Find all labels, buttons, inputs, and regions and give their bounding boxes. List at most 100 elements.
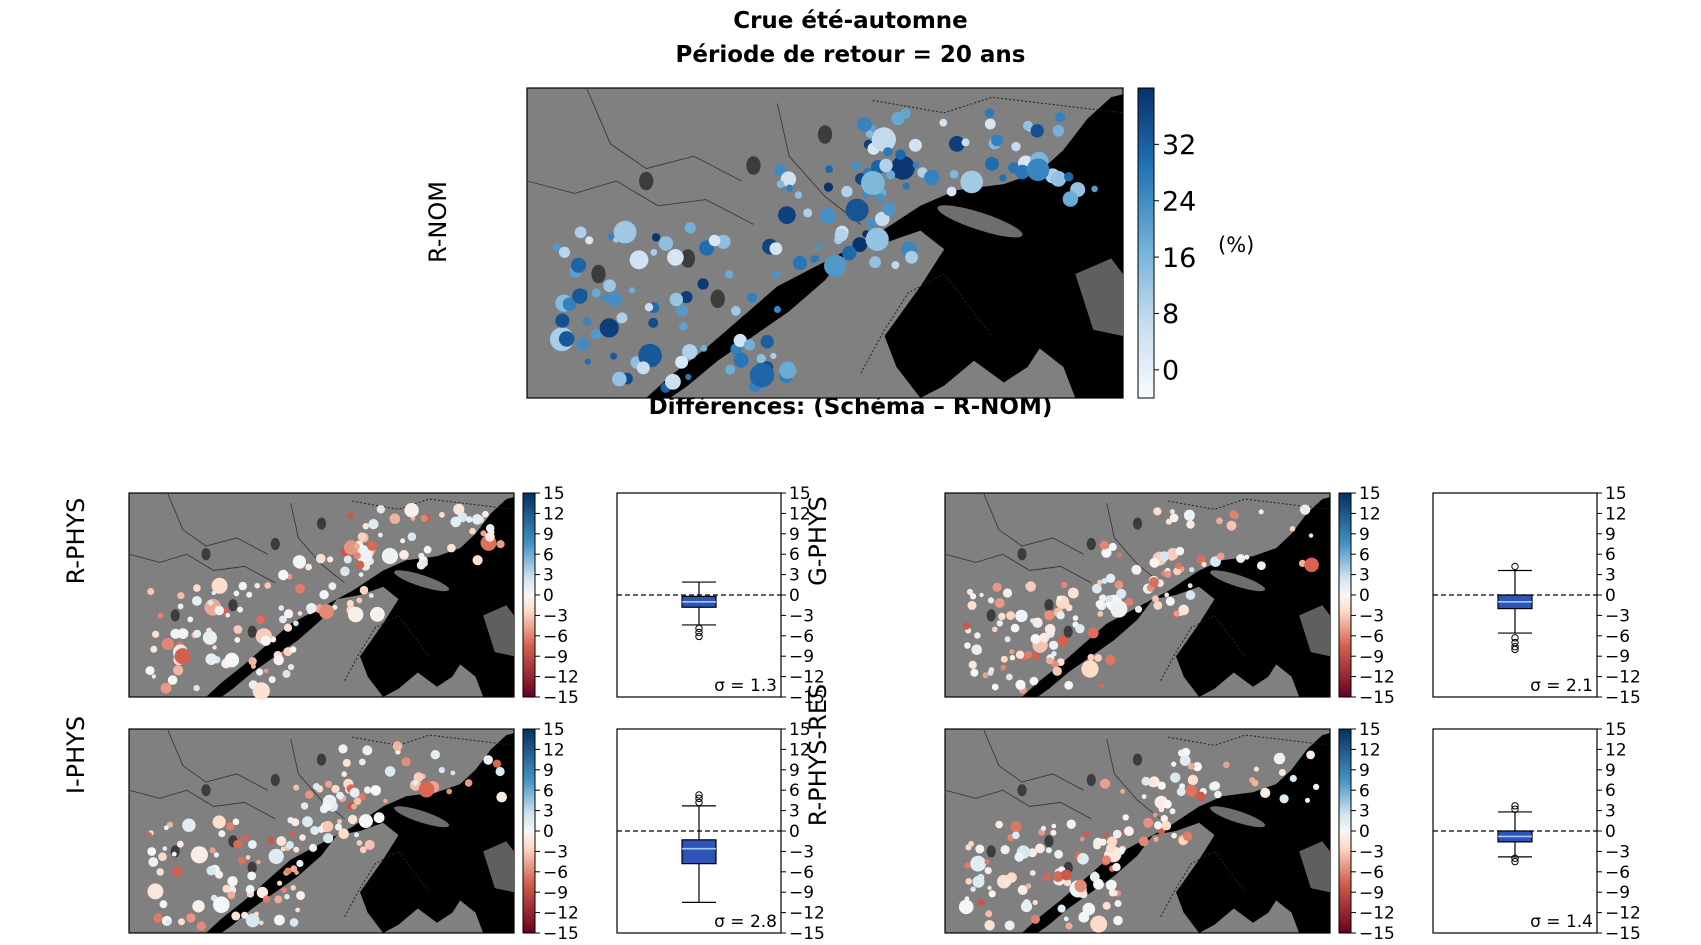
map-g-phys-station [1105,654,1116,665]
map-r-phys-station [366,540,377,551]
map-g-phys-station [1216,517,1223,525]
map-g-phys-station [1164,570,1172,578]
map-r-phys-station [319,590,329,600]
map-i-phys [128,728,515,934]
map-r-nom-station [924,169,940,186]
map-r-nom-station [845,198,869,222]
map-r-phys-station [344,540,359,555]
map-i-phys-station [496,791,508,803]
map-r-nom-station [584,358,591,365]
map-r-phys-res-station [1214,790,1222,799]
map-r-nom-station [882,202,896,216]
map-g-phys-station [1105,595,1113,603]
map-g-phys-lake [1063,625,1073,638]
map-g-phys-station [1258,509,1264,515]
map-r-nom-station [852,161,862,171]
map-i-phys-lake [316,753,327,766]
map-g-phys-station [1009,655,1016,661]
map-r-nom-station [912,161,920,169]
colorbar-g-phys-tick-label: 0 [1359,586,1370,606]
map-r-phys-res-station [1210,781,1220,791]
map-r-nom [526,87,1124,399]
map-g-phys-station [1000,655,1008,663]
map-r-phys-res-station [1176,787,1186,797]
map-r-phys-station [496,540,505,549]
map-r-phys-res-station [1161,820,1172,831]
map-r-phys-station [211,577,228,594]
map-i-phys-island [394,806,450,828]
map-r-nom-station [1011,141,1021,152]
map-r-phys-res-station [995,820,1003,829]
map-r-phys-station [306,603,317,614]
map-g-phys-station [991,683,999,691]
map-r-phys-station [157,612,164,619]
boxplot-i-phys-axis-label: −12 [789,904,825,924]
map-r-nom-station [665,373,681,390]
colorbar-g-phys-tick-label: −9 [1359,647,1384,667]
map-r-phys-res-station [1093,878,1104,890]
map-r-nom-station [1052,125,1065,137]
map-g-phys-station [1056,611,1065,620]
colorbar-r-phys-tick-label: −3 [543,607,568,627]
map-g-phys-station [1173,567,1182,576]
map-r-phys-station [177,628,189,639]
map-r-nom-station [869,125,877,132]
map-i-phys-station [412,779,419,786]
map-r-phys-res-station [1148,778,1157,788]
map-r-nom-station [875,211,890,227]
map-g-phys-station [1000,664,1007,671]
map-r-phys-station [469,527,476,535]
map-r-nom-station [760,335,774,349]
map-g-phys-station [1006,611,1015,620]
map-r-phys-station [284,609,294,619]
map-r-nom-river3 [776,103,862,225]
map-i-phys-river2 [167,728,268,791]
map-i-phys-east-land [483,841,514,893]
map-g-phys-station [974,632,981,639]
map-r-phys-station [399,550,409,560]
colorbar-g-phys-tick-label: −15 [1359,688,1395,708]
map-r-phys-lake [228,599,238,612]
map-r-phys-res-station [1278,769,1286,776]
map-g-phys-river1 [944,553,1092,584]
map-i-phys-station [192,900,205,913]
map-r-phys-station [150,645,158,653]
map-i-phys-station [213,852,219,858]
map-i-phys-station [342,758,351,767]
map-r-nom-station [984,118,996,130]
map-g-phys-station [964,642,971,649]
colorbar-unit-label: (%) [1218,233,1254,257]
map-r-nom-station [1015,164,1030,180]
map-g-phys-station [1094,654,1102,662]
map-r-phys-res-station [1111,890,1118,897]
boxplot-r-phys-axis-label: −6 [789,627,814,647]
map-r-phys-station [268,676,276,684]
boxplot-r-phys-res-axis-label: 12 [1605,740,1627,760]
map-r-phys-station [214,605,224,616]
map-r-phys-res-station [1195,791,1206,802]
map-r-nom-lake [639,171,654,191]
map-r-phys-res-station [1083,830,1090,837]
map-r-nom-station [733,352,749,368]
map-g-phys-station [987,597,995,604]
map-i-phys-station [196,921,206,931]
map-r-nom-station [669,292,683,307]
map-r-phys-res-station [1251,779,1259,787]
colorbar-g-phys-tick-label: 9 [1359,525,1370,545]
map-g-phys-station [1064,680,1074,690]
map-r-phys-res-station [984,867,992,875]
map-r-phys-res-station [1052,871,1064,882]
map-r-nom-station [869,256,881,269]
map-i-phys-station [337,819,342,824]
map-r-nom-station [879,158,893,173]
map-r-phys-station [480,530,487,537]
map-i-phys-station [310,826,320,835]
map-r-phys-res-station [1079,836,1085,842]
map-i-phys-station [256,859,261,865]
chart-title-line2: Période de retour = 20 ans [675,42,1026,68]
boxplot-r-phys-axis-label: −15 [789,688,825,708]
map-g-phys-station [979,592,984,598]
boxplot-r-phys-res-axis-label: −9 [1605,883,1630,903]
map-r-phys-res-station [985,910,993,918]
map-r-phys-res-station [1122,814,1129,821]
